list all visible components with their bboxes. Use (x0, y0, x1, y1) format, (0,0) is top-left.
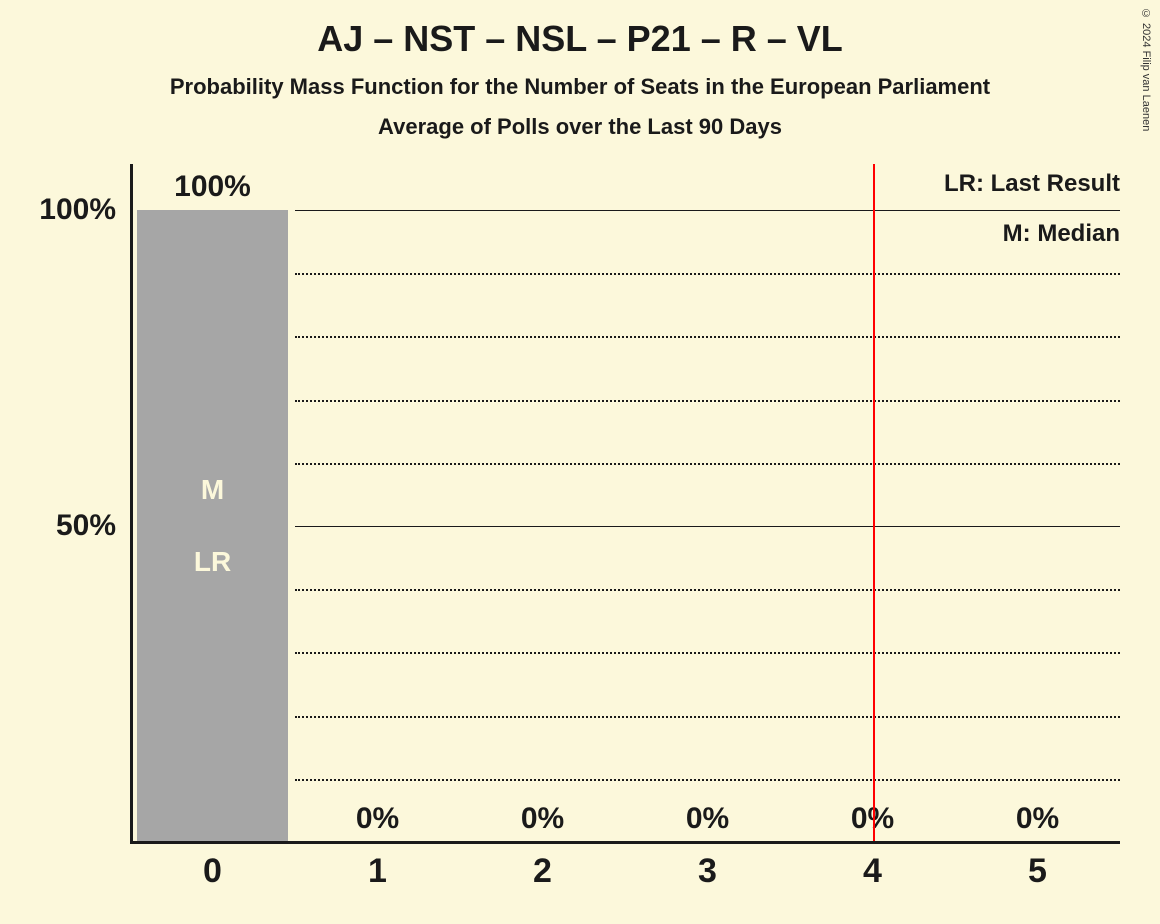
legend-last-result: LR: Last Result (944, 170, 1120, 198)
x-tick-label: 2 (533, 842, 552, 891)
gridline-minor (295, 652, 1120, 654)
x-axis (130, 841, 1120, 844)
last-result-marker: LR (194, 546, 231, 578)
x-tick-label: 5 (1028, 842, 1047, 891)
gridline-major (295, 526, 1120, 527)
bar (137, 210, 289, 842)
chart-title: AJ – NST – NSL – P21 – R – VL (0, 18, 1160, 60)
plot-area: 50%100%100%00%10%20%30%40%5LR: Last Resu… (130, 210, 1120, 842)
bar-value-label: 0% (686, 802, 729, 836)
chart-subtitle-1: Probability Mass Function for the Number… (0, 74, 1160, 100)
bar-value-label: 0% (1016, 802, 1059, 836)
median-marker: M (201, 474, 224, 506)
gridline-major (295, 210, 1120, 211)
x-tick-label: 0 (203, 842, 222, 891)
y-tick-label: 100% (39, 193, 130, 227)
gridline-minor (295, 463, 1120, 465)
gridline-minor (295, 336, 1120, 338)
bar-value-label: 0% (521, 802, 564, 836)
x-tick-label: 1 (368, 842, 387, 891)
y-axis (130, 164, 133, 842)
bar-value-label: 0% (356, 802, 399, 836)
gridline-minor (295, 273, 1120, 275)
x-tick-label: 3 (698, 842, 717, 891)
legend-median: M: Median (1003, 220, 1120, 248)
gridline-minor (295, 779, 1120, 781)
gridline-minor (295, 400, 1120, 402)
x-tick-label: 4 (863, 842, 882, 891)
chart-subtitle-2: Average of Polls over the Last 90 Days (0, 114, 1160, 140)
last-result-line (873, 164, 875, 842)
gridline-minor (295, 716, 1120, 718)
gridline-minor (295, 589, 1120, 591)
y-tick-label: 50% (56, 509, 130, 543)
bar-value-label: 100% (174, 170, 251, 204)
chart-container: © 2024 Filip van Laenen AJ – NST – NSL –… (0, 0, 1160, 924)
